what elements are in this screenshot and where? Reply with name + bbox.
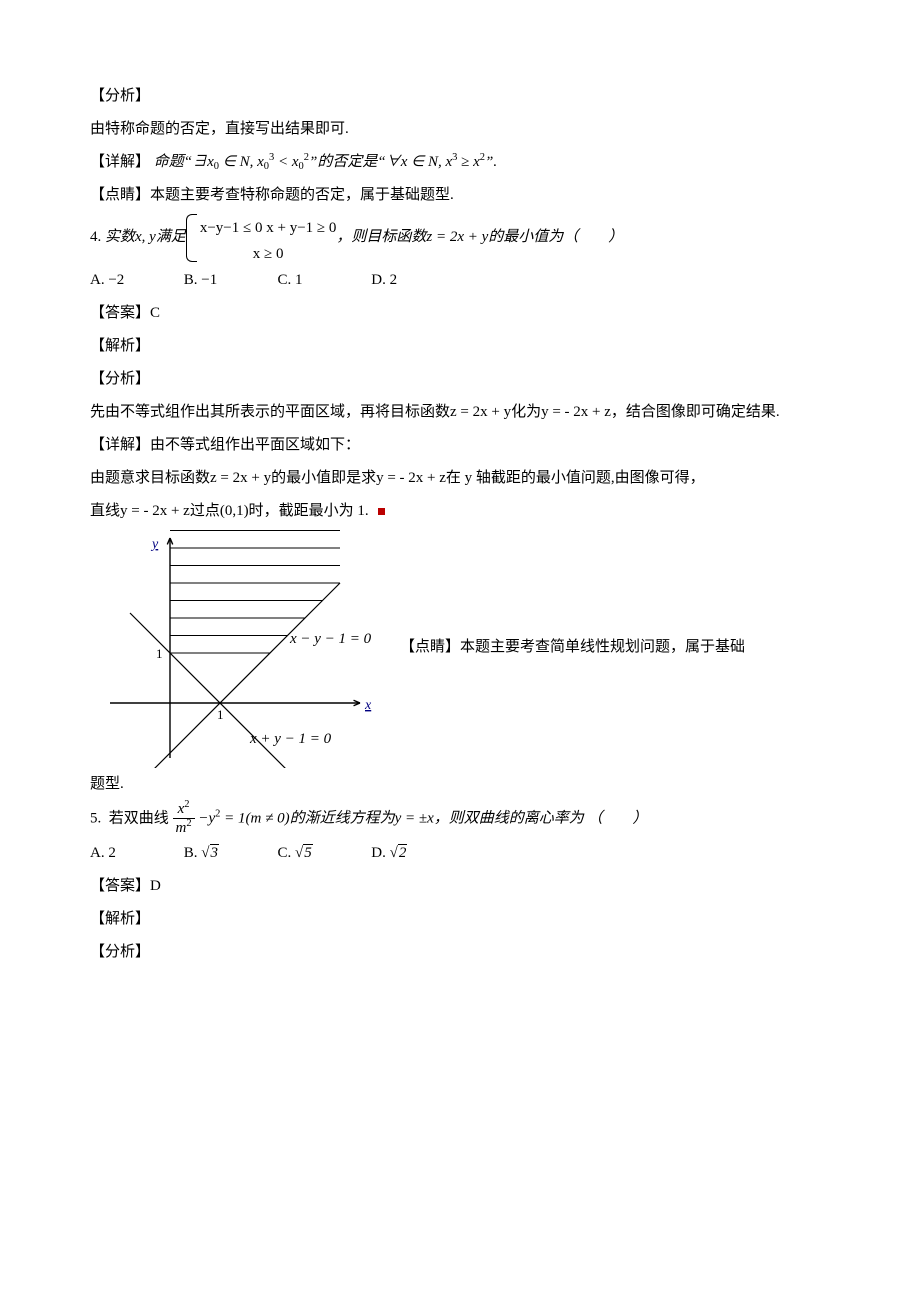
q4-detail-l1: 【详解】由不等式组作出平面区域如下： bbox=[90, 429, 830, 462]
t: C. bbox=[278, 845, 296, 861]
sys-row-1: x−y−1 ≤ 0 bbox=[200, 220, 263, 236]
t: m bbox=[176, 820, 187, 836]
t: ”. bbox=[485, 154, 497, 170]
comment-label: 【点睛】 bbox=[400, 639, 460, 655]
q4-figure-row: 1 1 y x x − y − 1 = 0 x + y − 1 = 0 【点睛】本题主要考… bbox=[90, 528, 830, 768]
q4-opt-a: A. −2 bbox=[90, 264, 180, 297]
q4-analysis-label: 【分析】 bbox=[90, 363, 830, 396]
q5-answer-val: D bbox=[150, 878, 161, 894]
sys-row-3: x ≥ 0 bbox=[200, 245, 337, 264]
q5-options: A. 2 B. √3 C. √5 D. √2 bbox=[90, 837, 830, 870]
t: ≥ x bbox=[457, 154, 479, 170]
svg-text:x + y − 1 = 0: x + y − 1 = 0 bbox=[249, 731, 332, 747]
q4-stem: 4. 实数x, y满足 x−y−1 ≤ 0 x + y−1 ≥ 0 x ≥ 0 … bbox=[90, 212, 830, 264]
t: B. bbox=[184, 845, 202, 861]
q3-analysis-label: 【分析】 bbox=[90, 80, 830, 113]
q4-analysis-text: 先由不等式组作出其所表示的平面区域，再将目标函数z = 2x + y化为y = … bbox=[90, 396, 830, 429]
q4-comment-inline: 【点睛】本题主要考查简单线性规划问题，属于基础 bbox=[390, 631, 830, 664]
t: ∈ N, x bbox=[219, 154, 264, 170]
q5-opt-b: B. √3 bbox=[184, 837, 274, 870]
end-marker-icon bbox=[378, 508, 385, 515]
t: < x bbox=[274, 154, 298, 170]
q3-comment: 【点睛】本题主要考查特称命题的否定，属于基础题型. bbox=[90, 179, 830, 212]
q3-analysis-text: 由特称命题的否定，直接写出结果即可. bbox=[90, 113, 830, 146]
q5-frac: x2 m2 bbox=[173, 801, 195, 837]
q4-comment-text: 本题主要考查简单线性规划问题，属于基础 bbox=[460, 639, 745, 655]
q5-answer: 【答案】D bbox=[90, 870, 830, 903]
q4-answer-val: C bbox=[150, 305, 160, 321]
q3-detail-math: 命题“∃x0 ∈ N, x03 < x02”的否定是“∀x ∈ N, x3 ≥ … bbox=[154, 154, 497, 170]
q5-opt-a: A. 2 bbox=[90, 837, 180, 870]
q5-explain: 【解析】 bbox=[90, 903, 830, 936]
q3-detail: 【详解】 命题“∃x0 ∈ N, x03 < x02”的否定是“∀x ∈ N, … bbox=[90, 146, 830, 179]
q5-stem: 5. 若双曲线 x2 m2 −y2 = 1(m ≠ 0)的渐近线方程为y = ±… bbox=[90, 801, 830, 837]
q4-explain: 【解析】 bbox=[90, 330, 830, 363]
detail-label: 【详解】 bbox=[90, 437, 150, 453]
sys-row-2: x + y−1 ≥ 0 bbox=[266, 220, 336, 236]
t: 3 bbox=[210, 844, 220, 861]
q4-d1: 由不等式组作出平面区域如下： bbox=[150, 437, 360, 453]
t: D. bbox=[371, 845, 389, 861]
q4-graph-svg: 1 1 y x x − y − 1 = 0 x + y − 1 = 0 bbox=[90, 528, 390, 768]
q4-num: 4. bbox=[90, 221, 101, 254]
q5-stem-a: 若双曲线 bbox=[109, 810, 169, 826]
q4-answer: 【答案】C bbox=[90, 297, 830, 330]
comment-label: 【点睛】 bbox=[90, 187, 150, 203]
q3-comment-text: 本题主要考查特称命题的否定，属于基础题型. bbox=[150, 187, 454, 203]
q5-stem-c: = 1(m ≠ 0)的渐近线方程为y = ±x，则双曲线的离心率为 （ ） bbox=[224, 810, 647, 826]
q5-opt-d: D. √2 bbox=[371, 837, 461, 870]
svg-text:x − y − 1 = 0: x − y − 1 = 0 bbox=[289, 631, 372, 647]
svg-text:y: y bbox=[150, 537, 159, 552]
q4-opt-b: B. −1 bbox=[184, 264, 274, 297]
t: 2 bbox=[398, 844, 408, 861]
t: 5 bbox=[303, 844, 313, 861]
q4-detail-l3: 直线y = - 2x + z过点(0,1)时，截距最小为 1. bbox=[90, 495, 830, 528]
q5-opt-c: C. √5 bbox=[278, 837, 368, 870]
q4-d3: 直线y = - 2x + z过点(0,1)时，截距最小为 1. bbox=[90, 503, 369, 519]
answer-label: 【答案】 bbox=[90, 305, 150, 321]
q4-options: A. −2 B. −1 C. 1 D. 2 bbox=[90, 264, 830, 297]
q4-comment-tail: 题型. bbox=[90, 768, 830, 801]
q4-graph: 1 1 y x x − y − 1 = 0 x + y − 1 = 0 bbox=[90, 528, 390, 768]
svg-text:1: 1 bbox=[156, 646, 163, 661]
q5-analysis-label: 【分析】 bbox=[90, 936, 830, 969]
q5-num: 5. bbox=[90, 810, 101, 826]
q4-stem-a: 实数x, y满足 bbox=[105, 221, 186, 254]
t: ”的否定是“∀x ∈ N, x bbox=[309, 154, 452, 170]
q4-detail-l2: 由题意求目标函数z = 2x + y的最小值即是求y = - 2x + z在 y… bbox=[90, 462, 830, 495]
t: 命题“∃x bbox=[154, 154, 214, 170]
q4-opt-c: C. 1 bbox=[278, 264, 368, 297]
svg-text:1: 1 bbox=[217, 707, 224, 722]
q4-stem-b: ，则目标函数z = 2x + y的最小值为（ ） bbox=[336, 221, 623, 254]
detail-label: 【详解】 bbox=[90, 154, 150, 170]
answer-label: 【答案】 bbox=[90, 878, 150, 894]
q5-stem-b: −y bbox=[198, 810, 215, 826]
q4-opt-d: D. 2 bbox=[371, 264, 461, 297]
svg-text:x: x bbox=[364, 698, 372, 713]
q4-system: x−y−1 ≤ 0 x + y−1 ≥ 0 x ≥ 0 bbox=[186, 212, 337, 264]
